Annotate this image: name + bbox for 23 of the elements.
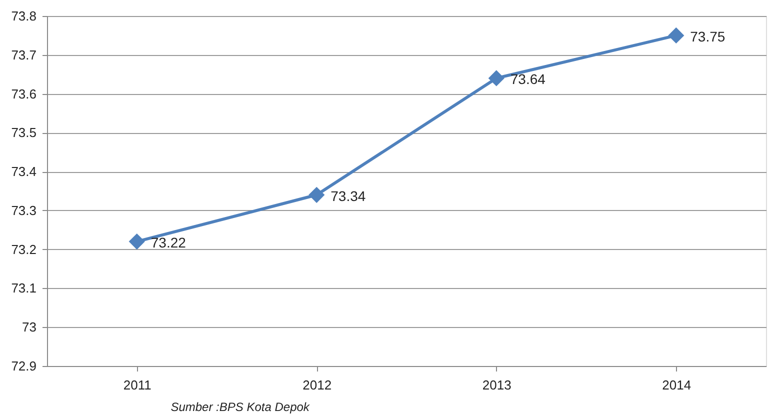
y-tick-label: 73.6 <box>11 86 36 102</box>
x-tick-label: 2013 <box>482 378 512 392</box>
data-label: 73.34 <box>330 188 366 204</box>
x-tick-label: 2011 <box>123 378 152 392</box>
x-tick-label: 2012 <box>302 378 332 392</box>
text: Sumber :BPS Kota Depok <box>170 400 310 414</box>
y-tick-label: 73.8 <box>11 8 36 24</box>
x-tick-label: 2014 <box>662 378 692 392</box>
y-tick-label: 73.2 <box>11 242 36 257</box>
data-label: 73.75 <box>690 28 726 44</box>
y-tick-label: 73.5 <box>11 125 36 140</box>
y-tick-label: 72.9 <box>11 358 36 374</box>
point <box>668 27 684 44</box>
point <box>308 186 325 203</box>
point <box>128 233 145 250</box>
data-label: 73.64 <box>510 71 546 88</box>
y-tick-label: 73.3 <box>11 202 36 218</box>
y-tick-label: 73.1 <box>11 280 36 296</box>
data-label: 73.22 <box>150 234 186 251</box>
y-tick-label: 73 <box>22 320 36 335</box>
point <box>488 70 504 86</box>
y-tick-label: 73.4 <box>11 164 36 180</box>
y-tick-label: 73.7 <box>11 47 36 62</box>
